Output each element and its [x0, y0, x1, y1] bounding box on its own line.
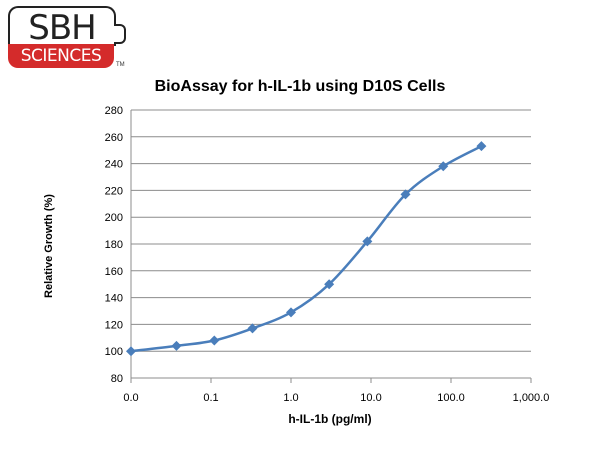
- y-tick-label: 260: [105, 132, 123, 144]
- sbh-sciences-logo: SBH SCIENCES TM: [8, 6, 126, 68]
- y-tick-label: 180: [105, 239, 123, 251]
- y-tick-label: 120: [105, 319, 123, 331]
- y-tick-label: 160: [105, 266, 123, 278]
- data-point-marker: [171, 340, 182, 351]
- series-line: [130, 145, 482, 353]
- data-point-marker: [324, 279, 335, 290]
- y-axis-label: Relative Growth (%): [43, 194, 55, 298]
- data-point-marker: [286, 307, 296, 318]
- x-tick-label: 100.0: [437, 392, 465, 404]
- y-tick-label: 100: [105, 346, 123, 358]
- data-point-marker: [476, 141, 487, 152]
- logo-tab: [114, 24, 126, 44]
- x-tick-label: 0.0: [123, 392, 138, 404]
- data-point-marker: [247, 323, 258, 334]
- data-point-marker: [400, 189, 411, 200]
- logo-trademark: TM: [116, 62, 125, 68]
- data-point-marker: [126, 346, 136, 357]
- y-tick-label: 80: [111, 373, 123, 385]
- chart-title: BioAssay for h-IL-1b using D10S Cells: [154, 78, 446, 95]
- x-tick-label: 10.0: [360, 392, 381, 404]
- y-tick-label: 140: [105, 293, 123, 305]
- logo-brand-bottom: SCIENCES: [8, 44, 114, 68]
- data-point-marker: [438, 161, 449, 172]
- y-tick-label: 200: [105, 212, 123, 224]
- data-point-marker: [209, 335, 220, 346]
- data-point-marker: [362, 236, 373, 247]
- x-tick-label: 1,000.0: [513, 392, 550, 404]
- logo-brand-top: SBH: [8, 6, 116, 48]
- x-axis-label: h-IL-1b (pg/ml): [288, 412, 372, 426]
- y-tick-label: 220: [105, 185, 123, 197]
- x-tick-label: 0.1: [203, 392, 218, 404]
- y-tick-label: 280: [105, 105, 123, 117]
- y-tick-label: 240: [105, 159, 123, 171]
- x-tick-label: 1.0: [283, 392, 298, 404]
